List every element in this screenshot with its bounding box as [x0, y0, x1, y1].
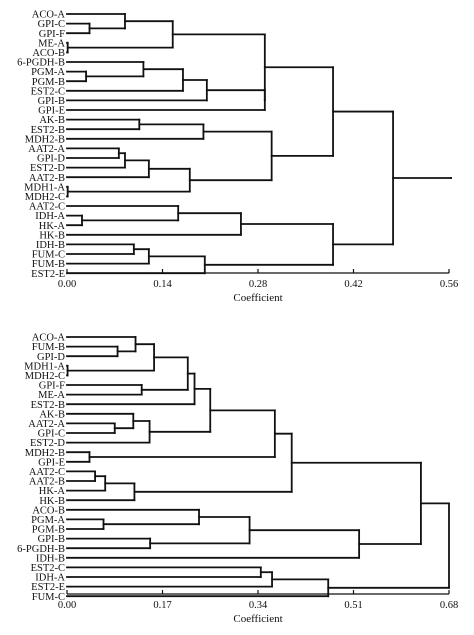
- leaf-label-hk-b: HK-B: [39, 230, 65, 241]
- leaf-label-gpi-c: GPI-C: [38, 429, 65, 440]
- x-tick-label-4: 0.68: [440, 600, 458, 611]
- leaf-label-est2-e: EST2-E: [31, 269, 65, 280]
- leaf-label-idh-a: IDH-A: [35, 211, 65, 222]
- leaf-label-aat2-b: AAT2-B: [29, 173, 65, 184]
- x-tick-label-4: 0.56: [440, 279, 458, 290]
- leaf-label-pgm-a: PGM-A: [31, 515, 65, 526]
- x-tick-label-2: 0.28: [249, 279, 267, 290]
- leaf-label-hk-b: HK-B: [39, 496, 65, 507]
- leaf-label-mdh1-a: MDH1-A: [24, 361, 65, 372]
- leaf-label-gpi-e: GPI-E: [38, 106, 65, 117]
- dendrogram-bottom: ACO-AFUM-BGPI-DMDH1-AMDH2-CGPI-FME-AEST2…: [17, 333, 458, 625]
- x-tick-label-0: 0.00: [58, 279, 76, 290]
- leaf-label-fum-c: FUM-C: [32, 250, 65, 261]
- leaf-label-gpi-e: GPI-E: [38, 457, 65, 468]
- leaf-label-mdh1-a: MDH1-A: [24, 182, 65, 193]
- leaf-label-aco-b: ACO-B: [32, 505, 65, 516]
- leaf-label-mdh2-b: MDH2-B: [25, 448, 65, 459]
- leaf-label-gpi-b: GPI-B: [38, 534, 65, 545]
- dendrogram-top: ACO-AGPI-CGPI-FME-AACO-B6-PGDH-BPGM-APGM…: [17, 10, 458, 304]
- leaf-label-gpi-c: GPI-C: [38, 19, 65, 30]
- x-tick-label-3: 0.51: [344, 600, 362, 611]
- leaf-label-est2-b: EST2-B: [31, 400, 65, 411]
- leaf-label-aat2-a: AAT2-A: [28, 144, 65, 155]
- leaf-label-mdh2-b: MDH2-B: [25, 134, 65, 145]
- leaf-label-aat2-c: AAT2-C: [29, 467, 65, 478]
- leaf-label-gpi-f: GPI-F: [39, 29, 65, 40]
- leaf-label-mdh2-c: MDH2-C: [25, 371, 65, 382]
- x-tick-label-1: 0.17: [153, 600, 171, 611]
- leaf-label-pgm-a: PGM-A: [31, 67, 65, 78]
- leaf-label-gpi-f: GPI-F: [39, 381, 65, 392]
- leaf-label-pgm-b: PGM-B: [32, 77, 65, 88]
- x-tick-label-2: 0.34: [249, 600, 268, 611]
- leaf-label-gpi-b: GPI-B: [38, 96, 65, 107]
- leaf-label-gpi-d: GPI-D: [37, 154, 65, 165]
- x-tick-label-3: 0.42: [344, 279, 362, 290]
- leaf-label-aat2-c: AAT2-C: [29, 202, 65, 213]
- leaf-label-est2-c: EST2-C: [31, 563, 65, 574]
- leaf-label-idh-b: IDH-B: [36, 553, 65, 564]
- x-axis-label: Coefficient: [233, 292, 282, 304]
- leaf-label-me-a: ME-A: [38, 390, 65, 401]
- leaf-label-gpi-d: GPI-D: [37, 352, 65, 363]
- leaf-label-est2-b: EST2-B: [31, 125, 65, 136]
- leaf-label-aco-a: ACO-A: [32, 10, 66, 21]
- leaf-label-est2-c: EST2-C: [31, 86, 65, 97]
- leaf-label-aco-b: ACO-B: [32, 48, 65, 59]
- leaf-label-mdh2-c: MDH2-C: [25, 192, 65, 203]
- leaf-label-6-pgdh-b: 6-PGDH-B: [17, 544, 65, 555]
- x-tick-label-0: 0.00: [58, 600, 76, 611]
- leaf-label-aat2-b: AAT2-B: [29, 477, 65, 488]
- leaf-label-ak-b: AK-B: [39, 115, 65, 126]
- x-tick-label-1: 0.14: [153, 279, 172, 290]
- leaf-label-est2-d: EST2-D: [30, 163, 65, 174]
- leaf-label-est2-e: EST2-E: [31, 582, 65, 593]
- leaf-label-est2-d: EST2-D: [30, 438, 65, 449]
- leaf-label-pgm-b: PGM-B: [32, 525, 65, 536]
- leaf-label-aco-a: ACO-A: [32, 333, 66, 344]
- leaf-label-aat2-a: AAT2-A: [28, 419, 65, 430]
- leaf-label-me-a: ME-A: [38, 38, 65, 49]
- leaf-label-idh-a: IDH-A: [35, 573, 65, 584]
- leaf-label-idh-b: IDH-B: [36, 240, 65, 251]
- leaf-label-fum-b: FUM-B: [32, 342, 65, 353]
- leaf-label-hk-a: HK-A: [39, 221, 66, 232]
- leaf-label-fum-b: FUM-B: [32, 259, 65, 270]
- leaf-label-6-pgdh-b: 6-PGDH-B: [17, 58, 65, 69]
- leaf-label-fum-c: FUM-C: [32, 592, 65, 603]
- leaf-label-ak-b: AK-B: [39, 409, 65, 420]
- x-axis-label: Coefficient: [233, 613, 282, 625]
- leaf-label-hk-a: HK-A: [39, 486, 66, 497]
